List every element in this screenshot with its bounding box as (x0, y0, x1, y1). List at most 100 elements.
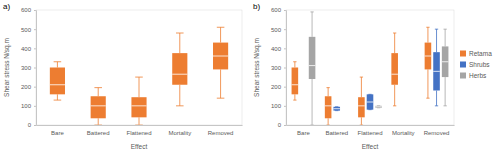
y-tick: 400 (271, 46, 286, 52)
y-tick-mark (284, 106, 286, 107)
figure: 0100200300400500600BareBatteredFlattened… (0, 0, 500, 153)
x-axis-title: Effect (131, 143, 148, 150)
box (325, 88, 332, 125)
box-body (325, 96, 332, 118)
median (442, 61, 449, 62)
box (213, 27, 228, 98)
plot-frame (36, 10, 242, 125)
legend-label: Herbs (469, 72, 487, 79)
box (333, 107, 340, 111)
x-tick: Bare (51, 125, 64, 136)
upper-whisker (179, 33, 180, 53)
y-tick-label: 300 (271, 65, 282, 71)
upper-whisker (394, 33, 395, 53)
lower-cap (54, 100, 62, 101)
lower-whisker (139, 117, 140, 125)
box-body (172, 53, 187, 85)
plot-area (292, 12, 449, 125)
y-tick: 600 (271, 7, 286, 13)
x-tick: Flattened (357, 125, 382, 136)
box (172, 33, 187, 106)
y-tick-label: 600 (271, 7, 282, 13)
y-tick: 400 (21, 46, 36, 52)
upper-cap (360, 77, 363, 78)
box-body (213, 43, 228, 70)
box (309, 12, 316, 125)
y-axis-title: Shear stress N/sq.m (253, 38, 261, 97)
y-tick: 500 (271, 27, 286, 33)
upper-cap (293, 61, 296, 62)
y-tick: 200 (271, 84, 286, 90)
y-tick-label: 600 (21, 7, 32, 13)
median (50, 84, 65, 85)
box-body (375, 106, 382, 108)
box-body (131, 97, 146, 117)
panel-title: a) (3, 2, 10, 11)
upper-whisker (312, 12, 313, 37)
box-body (425, 43, 432, 70)
lower-cap (176, 105, 184, 106)
upper-cap (393, 33, 396, 34)
y-tick-label: 400 (271, 46, 282, 52)
y-tick-mark (284, 125, 286, 126)
legend-item: Shrubs (460, 61, 490, 68)
x-tick: Battered (325, 125, 348, 136)
box (91, 88, 106, 125)
y-tick: 100 (271, 103, 286, 109)
upper-whisker (445, 29, 446, 46)
upper-whisker (436, 29, 437, 52)
lower-cap (435, 105, 438, 106)
panel: 0100200300400500600BareBatteredFlattened… (271, 7, 455, 136)
median (325, 105, 332, 106)
x-tick-label: Flattened (357, 130, 382, 136)
box (391, 33, 398, 106)
y-axis-title: Shear stress N/sq.m (3, 38, 11, 97)
median (333, 108, 340, 109)
lower-whisker (57, 94, 58, 100)
legend-label: Shrubs (469, 61, 490, 68)
lower-whisker (328, 118, 329, 125)
lower-cap (393, 105, 396, 106)
y-tick-mark (34, 87, 36, 88)
x-tick: Removed (208, 125, 234, 136)
upper-cap (426, 27, 429, 28)
median (292, 84, 299, 85)
x-tick: Flattened (126, 125, 151, 136)
median (91, 105, 106, 106)
x-axis-title: Effect (362, 143, 379, 150)
x-tick-label: Bare (297, 130, 310, 136)
x-tick-label: Removed (208, 130, 234, 136)
median (433, 71, 440, 72)
box (358, 77, 365, 125)
median (425, 56, 432, 57)
median (367, 102, 374, 103)
upper-whisker (294, 62, 295, 68)
y-tick: 200 (21, 84, 36, 90)
x-tick-label: Removed (424, 130, 450, 136)
upper-whisker (139, 77, 140, 97)
box-body (442, 46, 449, 77)
lower-whisker (394, 85, 395, 106)
x-tick-label: Bare (51, 130, 64, 136)
x-tick: Bare (297, 125, 310, 136)
y-tick: 100 (21, 103, 36, 109)
y-tick-mark (284, 68, 286, 69)
legend-swatch (460, 62, 466, 68)
upper-whisker (220, 27, 221, 42)
legend-swatch (460, 51, 466, 57)
y-tick-label: 300 (21, 65, 32, 71)
median (391, 74, 398, 75)
median (309, 65, 316, 66)
upper-whisker (328, 88, 329, 97)
x-tick-label: Battered (325, 130, 348, 136)
lower-whisker (294, 94, 295, 100)
plot-area (50, 27, 228, 125)
x-axis: BareBatteredFlattenedMortalityRemoved (287, 125, 455, 136)
lower-cap (443, 105, 446, 106)
y-tick-label: 0 (28, 122, 32, 128)
plot-frame (286, 10, 454, 125)
y-tick: 0 (28, 122, 36, 128)
box (131, 77, 146, 125)
x-axis: BareBatteredFlattenedMortalityRemoved (37, 125, 243, 136)
y-tick-mark (34, 68, 36, 69)
